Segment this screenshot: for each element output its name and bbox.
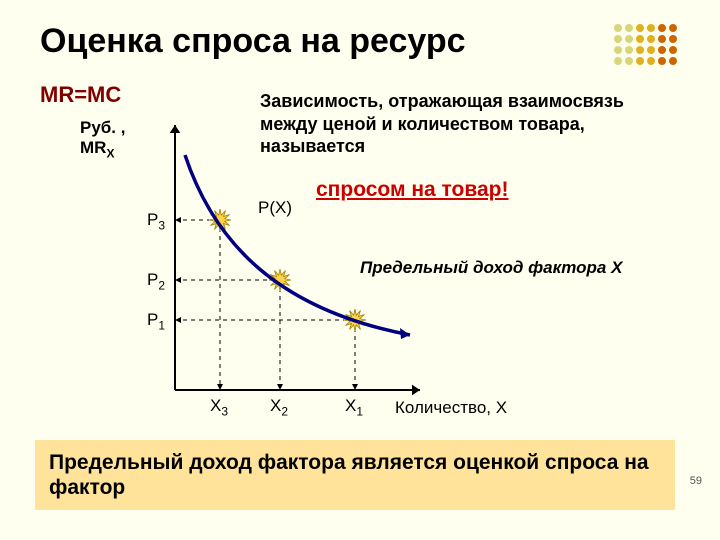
x-tick-label: X2 [270, 396, 288, 418]
mr-equals-mc-label: MR=MC [40, 82, 121, 108]
x-tick-label: X1 [345, 396, 363, 418]
demand-curve-chart [60, 110, 440, 430]
x-tick-label: X3 [210, 396, 228, 418]
y-tick-label: P1 [147, 310, 165, 332]
page-number: 59 [690, 475, 702, 487]
y-tick-label: P2 [147, 270, 165, 292]
y-tick-label: P3 [147, 210, 165, 232]
decorative-dots [610, 20, 700, 80]
page-title: Оценка спроса на ресурс [40, 22, 466, 61]
conclusion-box: Предельный доход фактора является оценко… [35, 440, 675, 510]
